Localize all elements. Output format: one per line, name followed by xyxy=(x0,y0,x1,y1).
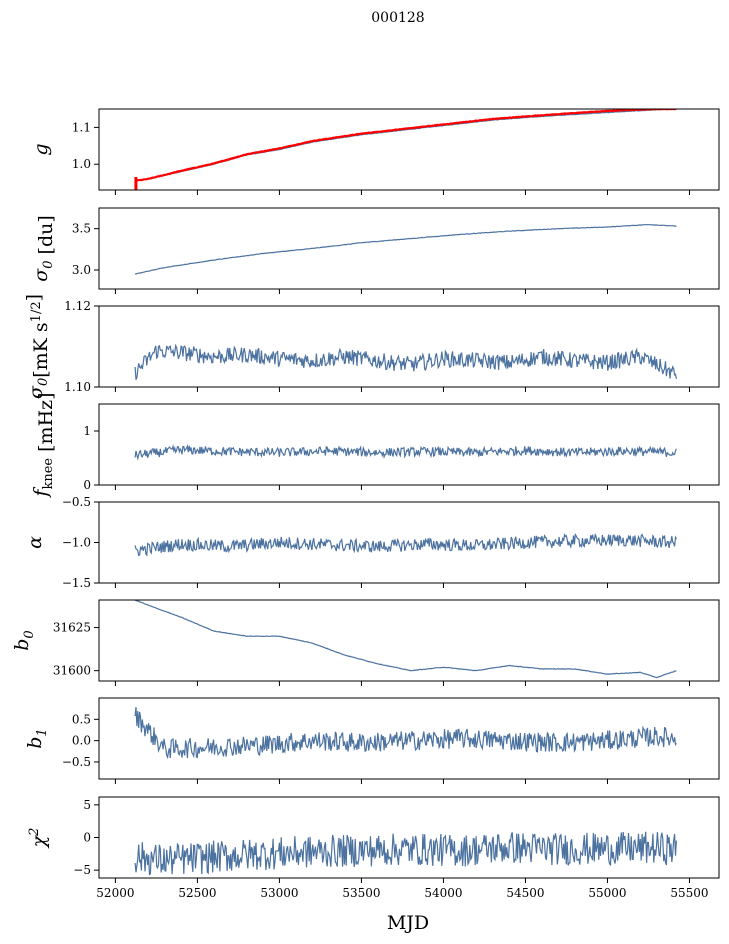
y-tick-label-chi2-2: 5 xyxy=(83,798,91,812)
series-line-b0-0 xyxy=(134,600,677,679)
y-tick-label-sigma0_mK-1: 1.12 xyxy=(64,299,91,313)
y-tick-label-b0-0: 31600 xyxy=(53,664,91,678)
series-line-g-0 xyxy=(135,109,677,182)
panel-sigma0_du: 3.0 3.5 xyxy=(72,207,720,294)
y-tick-label-alpha-2: −0.5 xyxy=(62,495,91,509)
axes-frame-sigma0_mK xyxy=(98,305,720,388)
x-tick-label-5: 54500 xyxy=(506,886,544,900)
panel-alpha: −1.5 −1.0 −0.5 xyxy=(62,495,720,590)
axes-frame-b1 xyxy=(98,697,720,780)
y-tick-label-fknee-0: 0 xyxy=(83,478,91,492)
x-axis-label: MJD xyxy=(387,912,429,934)
y-tick-label-sigma0_du-0: 3.0 xyxy=(72,263,91,277)
y-tick-label-chi2-1: 0 xyxy=(83,831,91,845)
y-tick-label-b1-1: 0.0 xyxy=(72,734,91,748)
y-axis-label-chi2: χ2 xyxy=(27,828,50,850)
panel-b1: −0.5 0.0 0.5 xyxy=(62,697,720,784)
y-tick-label-alpha-1: −1.0 xyxy=(62,536,91,550)
series-line-fknee-0 xyxy=(134,443,677,461)
y-axis-label-b0: b0 xyxy=(11,630,37,650)
axes-frame-sigma0_du xyxy=(98,207,720,290)
axes-frame-g xyxy=(98,108,720,191)
y-tick-label-fknee-1: 1 xyxy=(83,424,91,438)
y-tick-label-chi2-0: −5 xyxy=(73,863,91,877)
panel-sigma0_mK: 1.10 1.12 xyxy=(64,299,720,394)
y-axis-label-alpha: α xyxy=(24,536,46,549)
y-tick-label-b1-2: 0.5 xyxy=(72,712,91,726)
axes-frame-b0 xyxy=(98,599,720,682)
x-tick-label-4: 54000 xyxy=(424,886,462,900)
series-line-chi2-0 xyxy=(134,831,677,876)
y-axis-label-sigma0_du: σ0 [du] xyxy=(30,215,57,282)
y-axis-label-fknee: fknee [mHz] xyxy=(30,392,57,498)
series-line-b1-0 xyxy=(134,707,677,760)
y-tick-label-b1-0: −0.5 xyxy=(62,755,91,769)
series-line-g-1 xyxy=(135,109,677,182)
y-tick-label-b0-1: 31625 xyxy=(53,621,91,635)
y-axis-label-g: g xyxy=(30,143,52,155)
x-tick-label-7: 55500 xyxy=(670,886,708,900)
series-line-alpha-0 xyxy=(134,532,677,557)
x-tick-label-3: 53500 xyxy=(342,886,380,900)
figure-title: 000128 xyxy=(371,10,424,26)
panel-b0: 31600 31625 xyxy=(53,599,720,686)
panels: 1.01.13.03.51.101.1201−1.5−1.0−0.5316003… xyxy=(11,108,720,900)
x-tick-label-2: 53000 xyxy=(260,886,298,900)
series-line-sigma0_mK-0 xyxy=(134,343,677,380)
y-axis-label-sigma0_mK: σ0[mK s1/2] xyxy=(23,294,52,399)
y-tick-label-sigma0_mK-0: 1.10 xyxy=(64,380,91,394)
series-line-sigma0_du-0 xyxy=(135,223,677,275)
y-tick-label-sigma0_du-1: 3.5 xyxy=(72,222,91,236)
x-tick-label-6: 55000 xyxy=(588,886,626,900)
panel-fknee: 01 xyxy=(83,403,720,492)
y-axis-label-b1: b1 xyxy=(24,728,50,748)
x-tick-label-0: 52000 xyxy=(96,886,134,900)
panel-chi2: 52000 52500 53000 53500 54000 54500 55000 55500… xyxy=(73,796,720,900)
axes-frame-fknee xyxy=(98,403,720,486)
y-tick-label-g-1: 1.1 xyxy=(72,120,91,134)
y-tick-label-alpha-0: −1.5 xyxy=(62,576,91,590)
x-tick-label-1: 52500 xyxy=(178,886,216,900)
y-tick-label-g-0: 1.0 xyxy=(72,157,91,171)
panel-g: 1.0 1.1 xyxy=(72,108,720,195)
